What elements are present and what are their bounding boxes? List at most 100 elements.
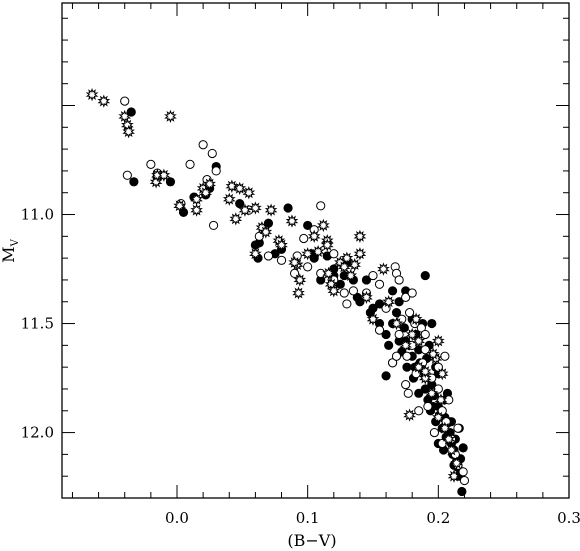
data-point-filled — [391, 308, 402, 318]
data-point-filled — [165, 177, 176, 187]
data-point-star — [366, 312, 380, 326]
data-point-star — [238, 203, 252, 217]
data-point-open — [440, 351, 450, 361]
data-point-open — [453, 423, 463, 433]
data-point-star — [418, 364, 432, 379]
data-point-star — [293, 273, 307, 287]
data-point-star — [242, 186, 256, 200]
data-point-filled — [129, 177, 139, 187]
x-tick-label: 0.0 — [165, 509, 189, 527]
data-point-star — [353, 229, 367, 243]
data-point-filled — [420, 270, 430, 281]
data-point-star — [382, 295, 396, 309]
data-point-open — [303, 262, 313, 272]
data-point-filled — [381, 329, 391, 340]
data-point-open — [207, 148, 217, 159]
y-tick-label: 11.0 — [21, 206, 54, 224]
data-point-star — [409, 312, 423, 326]
data-point-open — [122, 170, 132, 180]
data-point-star — [399, 338, 412, 353]
y-tick-label: 11.5 — [21, 315, 54, 333]
y-axis-label: MV — [0, 238, 21, 262]
data-point-star — [233, 181, 247, 196]
data-point-open — [401, 292, 411, 302]
data-point-open — [414, 406, 424, 416]
data-point-star — [317, 218, 330, 233]
data-point-star — [405, 327, 419, 342]
data-point-open — [342, 299, 352, 309]
data-point-star — [438, 421, 452, 435]
data-point-open — [316, 201, 326, 211]
data-point-open — [394, 275, 404, 285]
data-point-open — [329, 249, 339, 259]
data-point-open — [416, 323, 426, 333]
data-point-star — [190, 203, 203, 217]
data-point-star — [203, 177, 216, 191]
data-point-open — [387, 358, 398, 368]
data-point-filled — [414, 388, 424, 398]
data-point-star — [292, 286, 305, 300]
data-point-filled — [402, 362, 412, 372]
data-point-star — [434, 393, 448, 407]
data-point-open — [185, 159, 195, 169]
data-point-open — [402, 351, 412, 361]
data-point-star — [450, 456, 463, 470]
data-point-star — [447, 469, 461, 483]
data-point-star — [377, 262, 390, 276]
y-axis-label-main: M — [0, 246, 18, 262]
data-point-open — [374, 325, 385, 335]
data-point-star — [435, 367, 449, 381]
data-point-filled — [374, 299, 385, 309]
data-point-open — [146, 159, 156, 169]
data-point-open — [276, 255, 287, 265]
data-point-open — [374, 279, 385, 289]
data-point-open — [423, 401, 433, 412]
data-point-star — [320, 238, 334, 252]
data-point-open — [211, 166, 221, 176]
data-point-star — [275, 238, 288, 252]
data-point-star — [442, 432, 456, 446]
data-point-open — [198, 140, 208, 150]
data-point-star — [229, 212, 243, 226]
data-point-star — [164, 109, 177, 124]
data-point-star — [353, 247, 367, 261]
data-point-star — [149, 175, 163, 189]
data-point-open — [263, 251, 274, 261]
data-point-open — [404, 308, 415, 318]
data-point-open — [339, 288, 349, 298]
data-point-open — [316, 268, 326, 278]
data-point-star — [288, 255, 301, 270]
data-point-star — [122, 125, 135, 139]
x-tick-label: 0.1 — [296, 509, 320, 527]
y-tick-label: 12.0 — [21, 424, 54, 442]
data-markers — [85, 87, 470, 497]
data-point-open — [403, 388, 413, 398]
data-point-star — [425, 386, 439, 400]
data-point-star — [445, 443, 458, 457]
data-point-filled — [399, 323, 409, 333]
plot-frame — [61, 2, 570, 499]
data-point-open — [397, 314, 407, 324]
axis-ticks — [62, 3, 570, 499]
data-point-star — [285, 214, 299, 228]
data-point-star — [340, 251, 354, 265]
data-point-star — [431, 334, 445, 348]
data-point-star — [249, 247, 262, 261]
data-point-open — [429, 427, 440, 438]
data-point-open — [120, 96, 130, 106]
data-point-filled — [303, 220, 313, 231]
data-point-star — [199, 186, 213, 200]
data-point-open — [420, 345, 430, 355]
svg-text:MV: MV — [0, 238, 21, 262]
data-point-star — [327, 284, 341, 298]
data-point-star — [311, 244, 325, 259]
data-point-open — [391, 351, 402, 361]
data-point-open — [458, 467, 468, 477]
data-point-star — [264, 203, 278, 217]
data-point-open — [401, 380, 411, 390]
data-point-star — [249, 201, 262, 215]
x-axis-label: (B−V) — [287, 531, 336, 550]
data-point-filled — [387, 286, 398, 296]
data-point-open — [407, 288, 417, 298]
data-point-filled — [384, 340, 394, 350]
